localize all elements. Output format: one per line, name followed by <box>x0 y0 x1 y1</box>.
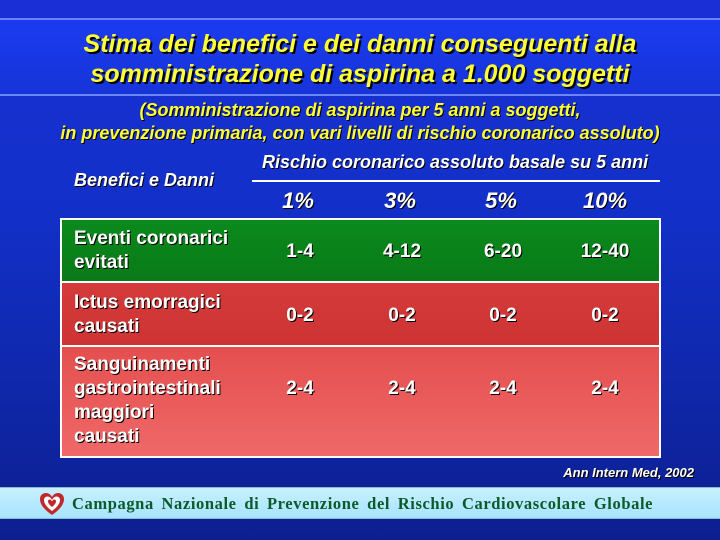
table-cell: 6-20 <box>483 241 523 262</box>
table-cell: 0-2 <box>591 305 619 326</box>
table-row-hemorrhagic-stroke: Ictus emorragici causati 0-2 0-2 0-2 0-2 <box>62 283 659 347</box>
subtitle-line-1: (Somministrazione di aspirina per 5 anni… <box>139 100 581 120</box>
footer-text: Campagna Nazionale di Prevenzione del Ri… <box>72 494 654 513</box>
subtitle-line-2: in prevenzione primaria, con vari livell… <box>60 123 660 143</box>
slide-title-line-2: somministrazione di aspirina a 1.000 sog… <box>90 60 630 88</box>
table-cell: 2-4 <box>591 378 619 399</box>
table-cell: 0-2 <box>286 305 314 326</box>
table-row-coronary-events: Eventi coronarici evitati 1-4 4-12 6-20 … <box>62 220 659 283</box>
heart-logo-icon <box>40 493 64 515</box>
row-header-label: Benefici e Danni <box>74 170 215 190</box>
column-header-4: 10% <box>582 188 628 213</box>
table-cell: 12-40 <box>580 241 630 262</box>
table-cell: 0-2 <box>388 305 416 326</box>
column-header-1: 1% <box>282 188 314 213</box>
column-header-2: 3% <box>384 188 416 213</box>
citation: Ann Intern Med, 2002 <box>563 465 694 480</box>
table-cell: 4-12 <box>382 241 422 262</box>
row-label: Eventi coronarici evitati <box>74 228 229 273</box>
column-group-underline <box>252 180 660 182</box>
table-cell: 2-4 <box>489 378 517 399</box>
table-cell: 1-4 <box>286 241 314 262</box>
column-header-3: 5% <box>485 188 517 213</box>
title-band <box>0 18 720 96</box>
table-cell: 2-4 <box>388 378 416 399</box>
column-group-header: Rischio coronarico assoluto basale su 5 … <box>262 152 649 172</box>
table-row-gi-bleeding: Sanguinamenti gastrointestinali maggiori… <box>62 347 659 456</box>
slide-title-line-1: Stima dei benefici e dei danni conseguen… <box>83 30 637 58</box>
footer-banner: Campagna Nazionale di Prevenzione del Ri… <box>0 487 720 519</box>
row-label: Ictus emorragici causati <box>74 292 221 337</box>
table-cell: 2-4 <box>286 378 314 399</box>
benefits-harms-table: Eventi coronarici evitati 1-4 4-12 6-20 … <box>60 218 661 458</box>
row-label: Sanguinamenti gastrointestinali maggiori… <box>74 354 221 447</box>
table-cell: 0-2 <box>489 305 517 326</box>
